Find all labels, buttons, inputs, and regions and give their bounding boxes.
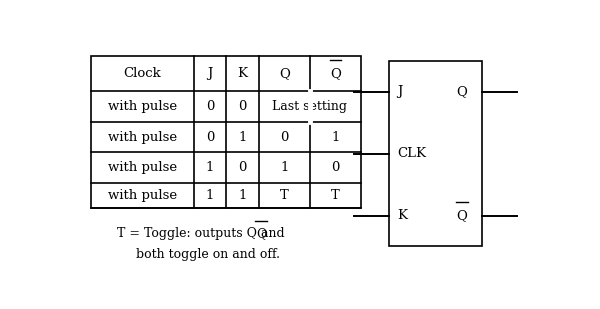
Text: J: J <box>397 85 403 98</box>
Text: Last setting: Last setting <box>272 99 347 112</box>
Text: Q: Q <box>279 67 290 80</box>
Text: Q: Q <box>330 67 341 80</box>
Text: 1: 1 <box>238 189 247 202</box>
Text: T = Toggle: outputs Q and: T = Toggle: outputs Q and <box>117 227 289 240</box>
Text: 0: 0 <box>238 99 247 112</box>
Text: both toggle on and off.: both toggle on and off. <box>136 248 280 261</box>
Text: with pulse: with pulse <box>108 161 177 175</box>
Bar <box>389 61 482 247</box>
Text: Q: Q <box>256 227 266 240</box>
Bar <box>91 56 361 208</box>
Text: Q: Q <box>456 209 467 222</box>
Text: Q: Q <box>456 85 467 98</box>
Text: 1: 1 <box>238 130 247 143</box>
Text: T: T <box>280 189 289 202</box>
Text: 1: 1 <box>280 161 289 175</box>
Text: T: T <box>331 189 340 202</box>
Text: with pulse: with pulse <box>108 130 177 143</box>
Text: 1: 1 <box>206 189 214 202</box>
Text: 1: 1 <box>206 161 214 175</box>
Text: 0: 0 <box>206 130 214 143</box>
Text: 0: 0 <box>206 99 214 112</box>
Text: K: K <box>397 209 407 222</box>
Text: 0: 0 <box>238 161 247 175</box>
Text: K: K <box>238 67 247 80</box>
Text: with pulse: with pulse <box>108 99 177 112</box>
Text: Clock: Clock <box>124 67 161 80</box>
Text: 0: 0 <box>331 161 340 175</box>
Text: 1: 1 <box>331 130 340 143</box>
Text: 0: 0 <box>280 130 289 143</box>
Text: with pulse: with pulse <box>108 189 177 202</box>
Text: CLK: CLK <box>397 147 426 160</box>
Text: J: J <box>207 67 212 80</box>
